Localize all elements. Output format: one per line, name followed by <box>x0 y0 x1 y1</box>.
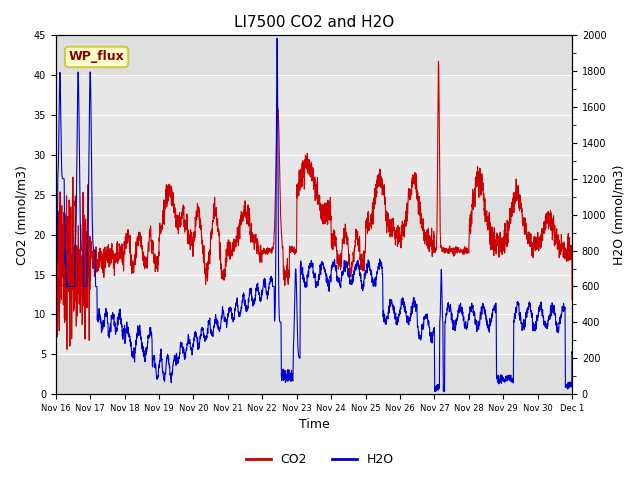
Bar <box>56 354 572 394</box>
Bar <box>56 195 572 235</box>
Bar <box>56 0 572 36</box>
Y-axis label: H2O (mmol/m3): H2O (mmol/m3) <box>612 165 625 265</box>
Bar <box>56 36 572 75</box>
Bar <box>56 314 572 354</box>
Bar <box>56 155 572 195</box>
Title: LI7500 CO2 and H2O: LI7500 CO2 and H2O <box>234 15 394 30</box>
Text: WP_flux: WP_flux <box>68 50 124 63</box>
Y-axis label: CO2 (mmol/m3): CO2 (mmol/m3) <box>15 165 28 264</box>
X-axis label: Time: Time <box>299 419 330 432</box>
Legend: CO2, H2O: CO2, H2O <box>241 448 399 471</box>
